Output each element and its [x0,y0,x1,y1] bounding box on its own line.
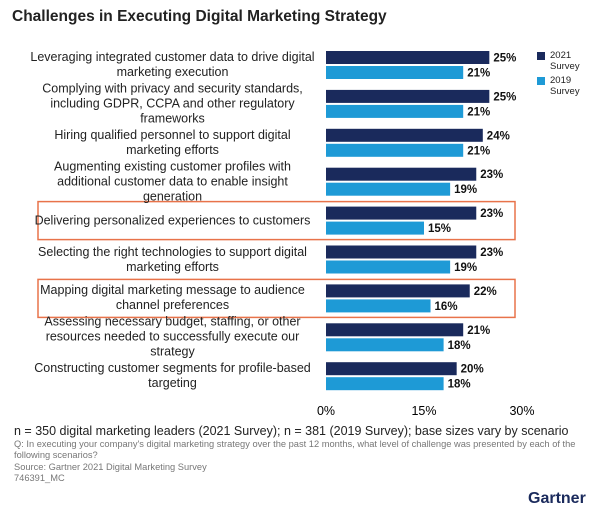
bar [326,338,444,352]
x-tick-label: 15% [411,404,436,418]
footnote: Source: Gartner 2021 Digital Marketing S… [14,462,207,472]
highlight-box [37,278,516,319]
bar [326,51,490,64]
bar [326,299,431,313]
legend-label: 2019 Survey [550,75,580,97]
category-label: Complying with privacy and security stan… [42,81,303,126]
value-label: 23% [480,208,503,220]
category-label: Hiring qualified personnel to support di… [54,127,291,157]
category-label: Constructing customer segments for profi… [34,361,311,391]
footnote: Q: In executing your company's digital m… [14,439,576,460]
category-label: Mapping digital marketing message to aud… [40,283,305,313]
chart-title: Challenges in Executing Digital Marketin… [12,8,387,25]
highlight-box [37,200,516,241]
value-label: 20% [461,364,484,376]
value-label: 23% [480,247,503,259]
bar [326,89,490,103]
value-label: 16% [435,301,458,313]
bar [326,167,477,181]
legend-label: 2021 Survey [550,50,580,72]
value-label: 25% [493,91,516,103]
footnote: 746391_MC [14,473,65,483]
value-label: 18% [448,340,471,352]
value-label: 25% [493,53,516,65]
x-tick-label: 30% [509,404,534,418]
bar [326,323,464,337]
value-label: 19% [454,262,477,274]
value-label: 18% [448,379,471,391]
bar [326,104,464,118]
x-tick-label: 0% [317,404,335,418]
value-label: 19% [454,184,477,196]
category-label: Delivering personalized experiences to c… [34,213,311,228]
value-label: 21% [467,145,490,157]
legend-swatch [537,77,545,85]
category-label: Assessing necessary budget, staffing, or… [44,314,301,359]
category-label: Augmenting existing customer profiles wi… [54,159,291,204]
bar [326,362,457,376]
logo: Gartner [528,490,586,507]
category-label: Leveraging integrated customer data to d… [30,50,315,79]
bar [326,182,451,196]
value-label: 24% [487,130,510,142]
bar [326,66,464,79]
bar [326,143,464,157]
value-label: 23% [480,169,503,181]
legend-swatch [537,52,545,60]
value-label: 15% [428,223,451,235]
bar [326,128,483,142]
value-label: 21% [467,68,490,80]
bar [326,245,477,259]
value-label: 22% [474,286,497,298]
bar [326,284,470,298]
bar [326,260,451,274]
value-label: 21% [467,106,490,118]
category-label: Selecting the right technologies to supp… [38,244,307,274]
value-label: 21% [467,325,490,337]
bar [326,221,424,235]
bar [326,377,444,391]
footnote: n = 350 digital marketing leaders (2021 … [14,424,569,438]
bar [326,206,477,220]
